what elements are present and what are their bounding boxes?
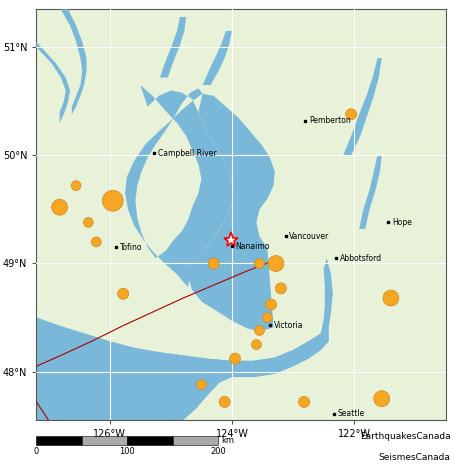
Ellipse shape (255, 259, 264, 269)
Bar (127, 436, 173, 445)
Ellipse shape (252, 340, 261, 349)
Ellipse shape (52, 199, 68, 215)
Ellipse shape (208, 258, 219, 269)
Text: 200: 200 (211, 447, 226, 456)
Ellipse shape (229, 353, 241, 364)
Polygon shape (343, 58, 382, 156)
Text: Vancouver: Vancouver (289, 232, 330, 241)
Polygon shape (36, 318, 329, 377)
Polygon shape (202, 31, 232, 85)
Text: Abbotsford: Abbotsford (339, 254, 382, 262)
Polygon shape (61, 9, 86, 114)
Ellipse shape (266, 299, 277, 310)
Polygon shape (321, 258, 333, 334)
Ellipse shape (118, 288, 129, 299)
Ellipse shape (83, 218, 93, 227)
Text: 100: 100 (120, 447, 135, 456)
Ellipse shape (219, 396, 230, 407)
Ellipse shape (298, 396, 309, 407)
Text: Hope: Hope (392, 218, 412, 227)
Ellipse shape (383, 290, 399, 306)
Text: 0: 0 (34, 447, 39, 456)
Text: Tofino: Tofino (120, 243, 142, 252)
Bar (82, 436, 127, 445)
Polygon shape (125, 85, 233, 287)
Ellipse shape (102, 191, 123, 211)
Ellipse shape (275, 283, 286, 294)
Polygon shape (125, 94, 275, 332)
Text: km: km (221, 436, 234, 445)
Polygon shape (160, 17, 186, 78)
Polygon shape (36, 318, 329, 420)
Text: Seattle: Seattle (338, 409, 365, 418)
Text: Nanaimo: Nanaimo (236, 242, 270, 251)
Text: EarthquakesCanada: EarthquakesCanada (360, 432, 450, 441)
Text: SeismesCanada: SeismesCanada (379, 453, 450, 462)
Ellipse shape (255, 325, 264, 335)
Polygon shape (359, 156, 382, 229)
Text: Pemberton: Pemberton (309, 116, 351, 125)
Ellipse shape (346, 109, 357, 120)
Text: Campbell River: Campbell River (158, 149, 217, 158)
Bar (36, 436, 82, 445)
Ellipse shape (268, 255, 284, 271)
Polygon shape (36, 42, 70, 123)
Ellipse shape (91, 237, 101, 247)
Bar (173, 436, 218, 445)
Ellipse shape (197, 380, 206, 389)
Ellipse shape (263, 313, 273, 322)
Text: Victoria: Victoria (274, 321, 303, 330)
Ellipse shape (374, 391, 389, 407)
Ellipse shape (71, 181, 81, 191)
Polygon shape (188, 94, 275, 332)
